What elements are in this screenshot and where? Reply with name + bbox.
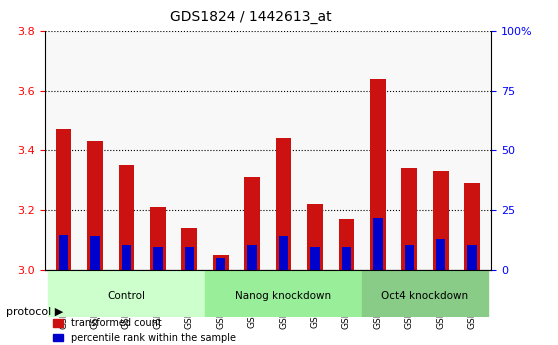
Bar xyxy=(244,177,260,270)
Bar xyxy=(205,270,362,317)
Bar xyxy=(122,245,131,270)
Bar xyxy=(90,236,100,270)
Bar xyxy=(118,165,134,270)
Bar xyxy=(370,79,386,270)
Bar xyxy=(341,247,351,270)
Bar xyxy=(436,239,445,270)
Bar xyxy=(247,245,257,270)
Bar xyxy=(185,247,194,270)
Bar xyxy=(153,247,162,270)
Text: protocol ▶: protocol ▶ xyxy=(6,307,63,317)
Bar xyxy=(362,270,488,317)
Text: Nanog knockdown: Nanog knockdown xyxy=(235,291,331,301)
Bar xyxy=(307,204,323,270)
Text: Control: Control xyxy=(107,291,146,301)
Bar xyxy=(279,236,288,270)
Bar xyxy=(87,141,103,270)
Bar xyxy=(373,218,383,270)
Bar xyxy=(468,245,477,270)
Bar xyxy=(181,228,197,270)
Text: Oct4 knockdown: Oct4 knockdown xyxy=(382,291,469,301)
Bar xyxy=(405,245,414,270)
Bar xyxy=(216,258,225,270)
Bar xyxy=(48,270,205,317)
Bar xyxy=(150,207,166,270)
Bar xyxy=(56,129,71,270)
Bar xyxy=(59,235,68,270)
Text: GDS1824 / 1442613_at: GDS1824 / 1442613_at xyxy=(170,10,332,24)
Bar xyxy=(276,138,291,270)
Bar xyxy=(433,171,449,270)
Bar xyxy=(339,219,354,270)
Bar xyxy=(401,168,417,270)
Legend: transformed count, percentile rank within the sample: transformed count, percentile rank withi… xyxy=(50,314,240,345)
Bar xyxy=(310,247,320,270)
Bar xyxy=(464,183,480,270)
Bar xyxy=(213,255,229,270)
